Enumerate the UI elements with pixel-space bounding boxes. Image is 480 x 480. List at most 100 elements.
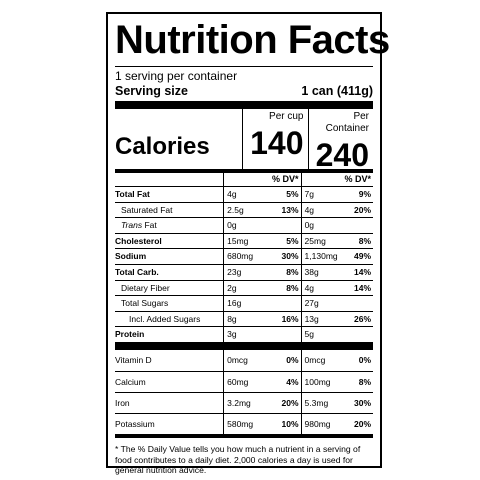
serving-size-label: Serving size xyxy=(115,84,188,98)
nutrient-name: Dietary Fiber xyxy=(121,282,170,293)
nutrient-dv-per-container: 20% xyxy=(353,204,371,215)
calories-per-cup-value: 140 xyxy=(250,125,304,161)
vitamin-dv-per-cup: 20% xyxy=(281,397,299,408)
nutrient-row-total-carb: Total Carb. 23g 8% 38g 14% xyxy=(115,263,373,280)
label-title: Nutrition Facts xyxy=(115,18,390,62)
nutrient-dv-per-container xyxy=(343,296,373,311)
thick-divider xyxy=(115,101,373,109)
nutrient-dv-per-cup xyxy=(271,218,301,233)
calories-per-cup: Per cup 140 xyxy=(242,109,308,169)
dv-header-spacer xyxy=(115,173,223,186)
nutrient-name: Saturated Fat xyxy=(121,204,173,215)
nutrient-amount-per-container: 4g xyxy=(300,280,344,296)
nutrient-amount-per-container: 27g xyxy=(300,296,344,311)
vitamin-name: Calcium xyxy=(115,376,146,387)
nutrient-dv-per-container: 9% xyxy=(358,189,372,199)
dv-header-per-cup: % DV* xyxy=(223,173,300,186)
nutrient-name: Trans Fat xyxy=(115,218,223,233)
per-container-header: Per Container xyxy=(325,111,369,134)
vitamin-row-calcium: Calcium 60mg 4% 100mg 8% xyxy=(115,370,373,392)
nutrient-row-saturated-fat: Saturated Fat 2.5g 13% 4g 20% xyxy=(115,201,373,218)
nutrient-amount-per-cup: 16g xyxy=(223,296,271,311)
nutrient-row-dietary-fiber: Dietary Fiber 2g 8% 4g 14% xyxy=(115,279,373,296)
nutrient-row-total-fat: Total Fat 4g 5% 7g 9% xyxy=(115,186,373,202)
vitamin-amount-per-cup: 0mcg xyxy=(223,349,271,371)
nutrient-name: Incl. Added Sugars xyxy=(129,313,201,324)
nutrient-amount-per-cup: 3g xyxy=(223,327,271,342)
vitamin-amount-per-container: 100mg xyxy=(300,371,344,392)
nutrient-row-trans-fat: Trans Fat 0g 0g xyxy=(115,217,373,233)
vitamin-name: Iron xyxy=(115,397,130,408)
vitamin-amount-per-container: 5.3mg xyxy=(300,392,344,413)
nutrient-name: Total Fat xyxy=(115,189,150,199)
nutrient-amount-per-cup: 680mg xyxy=(223,249,271,264)
nutrient-dv-per-container: 8% xyxy=(358,235,372,246)
nutrient-dv-per-container: 26% xyxy=(354,313,372,324)
nutrient-amount-per-container: 13g xyxy=(300,311,344,327)
vitamin-dv-per-cup: 0% xyxy=(286,354,299,365)
nutrient-dv-per-cup: 30% xyxy=(281,251,299,262)
nutrient-amount-per-container: 1,130mg xyxy=(300,249,344,264)
vitamin-dv-per-cup: 4% xyxy=(286,376,299,387)
vitamin-amount-per-cup: 580mg xyxy=(223,413,271,434)
nutrient-amount-per-container: 0g xyxy=(300,218,344,233)
per-cup-header: Per cup xyxy=(269,111,304,122)
vitamin-amount-per-cup: 3.2mg xyxy=(223,392,271,413)
nutrient-amount-per-container: 25mg xyxy=(300,233,344,249)
vitamin-dv-per-cup: 10% xyxy=(281,418,299,429)
nutrient-name: Total Sugars xyxy=(121,298,169,309)
vitamin-amount-per-cup: 60mg xyxy=(223,371,271,392)
serving-size-row: Serving size 1 can (411g) xyxy=(115,84,373,99)
nutrient-dv-per-cup: 13% xyxy=(281,204,299,215)
nutrient-amount-per-cup: 4g xyxy=(223,187,271,202)
nutrient-dv-per-cup: 5% xyxy=(286,235,299,246)
nutrition-facts-label: Nutrition Facts 1 serving per container … xyxy=(106,12,390,475)
nutrient-dv-per-container: 14% xyxy=(354,266,372,277)
nutrient-amount-per-cup: 8g xyxy=(223,311,271,327)
nutrient-dv-per-container xyxy=(343,218,373,233)
nutrient-dv-per-cup xyxy=(271,327,301,342)
serving-size-value: 1 can (411g) xyxy=(301,84,373,98)
nutrient-amount-per-container: 7g xyxy=(300,187,344,202)
nutrient-name: Sodium xyxy=(115,251,147,262)
vitamin-row-vitamin-d: Vitamin D 0mcg 0% 0mcg 0% xyxy=(115,349,373,371)
vitamins-divider xyxy=(115,341,373,350)
nutrient-amount-per-container: 5g xyxy=(300,327,344,342)
vitamin-dv-per-container: 8% xyxy=(358,376,372,387)
nutrient-dv-per-cup: 16% xyxy=(281,313,299,324)
nutrient-dv-per-cup xyxy=(271,296,301,311)
nutrient-amount-per-cup: 15mg xyxy=(223,233,271,249)
daily-value-footnote: * The % Daily Value tells you how much a… xyxy=(115,443,361,476)
calories-per-container-value: 240 xyxy=(315,137,369,173)
title-divider xyxy=(115,66,373,67)
nutrient-row-total-sugars: Total Sugars 16g 27g xyxy=(115,295,373,311)
vitamin-dv-per-container: 30% xyxy=(354,397,372,408)
nutrient-name: Total Carb. xyxy=(115,266,159,277)
calories-label: Calories xyxy=(115,133,210,160)
vitamin-row-iron: Iron 3.2mg 20% 5.3mg 30% xyxy=(115,391,373,413)
vitamin-row-potassium: Potassium 580mg 10% 980mg 20% xyxy=(115,412,373,434)
nutrient-row-cholesterol: Cholesterol 15mg 5% 25mg 8% xyxy=(115,232,373,249)
nutrient-dv-per-container: 14% xyxy=(353,282,371,293)
vitamin-name: Potassium xyxy=(115,418,155,429)
nutrient-row-protein: Protein 3g 5g xyxy=(115,326,373,342)
vitamin-dv-per-container: 0% xyxy=(358,354,372,365)
nutrient-dv-per-cup: 8% xyxy=(286,282,299,293)
footnote-divider xyxy=(115,433,373,438)
medium-divider xyxy=(115,169,373,173)
nutrient-amount-per-cup: 2g xyxy=(223,280,271,296)
nutrient-amount-per-container: 38g xyxy=(300,264,344,280)
nutrient-amount-per-cup: 0g xyxy=(223,218,271,233)
nutrient-name-italic: Trans xyxy=(121,220,143,231)
vitamin-name: Vitamin D xyxy=(115,354,152,365)
nutrient-row-added-sugars: Incl. Added Sugars 8g 16% 13g 26% xyxy=(115,310,373,327)
dv-header-per-container: % DV* xyxy=(300,173,373,186)
nutrient-dv-per-cup: 8% xyxy=(286,266,299,277)
nutrient-name-rest: Fat xyxy=(142,220,157,231)
calories-per-container: Per Container 240 xyxy=(307,109,374,173)
nutrient-row-sodium: Sodium 680mg 30% 1,130mg 49% xyxy=(115,248,373,264)
nutrient-name: Protein xyxy=(115,329,145,340)
nutrient-dv-per-container xyxy=(343,327,373,342)
nutrient-amount-per-cup: 23g xyxy=(223,264,271,280)
nutrient-name: Cholesterol xyxy=(115,235,162,246)
